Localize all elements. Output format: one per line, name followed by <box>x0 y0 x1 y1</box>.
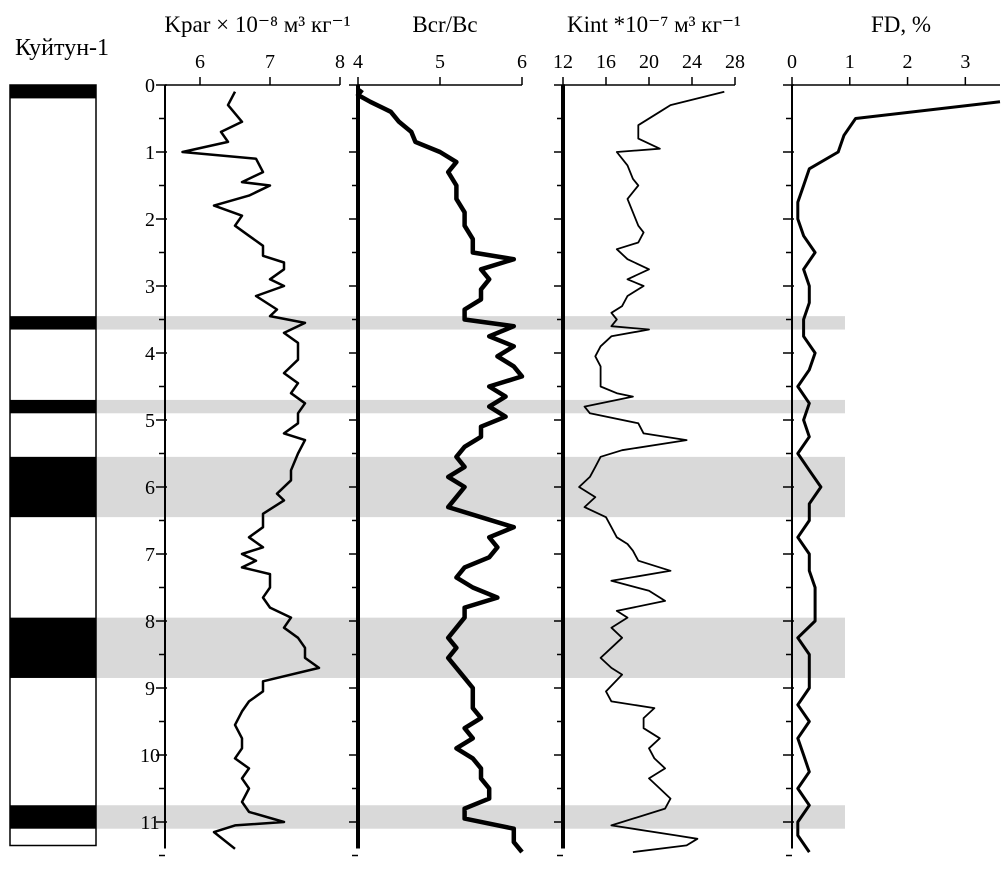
x-tick-label-fd: 3 <box>960 51 970 73</box>
panel-title-kint: Kint *10⁻⁷ м³ кг⁻¹ <box>567 12 741 37</box>
x-tick-label-bcr: 6 <box>517 51 527 73</box>
series-line-kint <box>578 90 725 853</box>
depth-tick-label: 2 <box>145 209 155 231</box>
lithology-dark-layer-3 <box>10 456 96 518</box>
depth-tick-label: 3 <box>145 276 155 298</box>
series-line-fd <box>796 100 1001 853</box>
section-label: Куйтун-1 <box>15 35 109 61</box>
depth-tick-label: 0 <box>145 75 155 97</box>
x-tick-label-bcr: 4 <box>353 51 363 73</box>
x-tick-label-fd: 0 <box>787 51 797 73</box>
lithology-dark-layer-1 <box>10 316 96 330</box>
lithology-dark-layer-0 <box>10 85 96 99</box>
panel-title-kpar: Kpar × 10⁻⁸ м³ кг⁻¹ <box>164 12 350 37</box>
depth-tick-label: 6 <box>145 477 155 499</box>
x-tick-label-fd: 1 <box>845 51 855 73</box>
highlight-band-3 <box>95 617 845 678</box>
lithology-dark-layer-5 <box>10 805 96 829</box>
depth-tick-label: 1 <box>145 142 155 164</box>
x-tick-label-kint: 12 <box>553 51 573 73</box>
panels: Kpar × 10⁻⁸ м³ кг⁻¹ 6 7 8 Bcr/Bc 4 5 6 Kint *10⁻… <box>156 12 1001 857</box>
panel-bcr: Bcr/Bc 4 5 6 <box>349 12 527 857</box>
series-line-kpar <box>181 91 321 850</box>
series-line-bcr <box>355 88 525 854</box>
x-tick-label-fd: 2 <box>903 51 913 73</box>
depth-tick-label: 7 <box>145 544 155 566</box>
x-tick-label-kpar: 6 <box>195 51 205 73</box>
depth-axis: 0 1 2 3 4 5 6 7 8 9 10 11 <box>140 75 160 834</box>
depth-tick-label: 5 <box>145 410 155 432</box>
highlight-band-2 <box>95 456 845 518</box>
x-tick-label-kint: 28 <box>725 51 745 73</box>
depth-tick-label: 10 <box>140 745 160 767</box>
lithology-dark-layer-4 <box>10 617 96 678</box>
x-tick-label-kint: 24 <box>682 51 702 73</box>
depth-tick-label: 9 <box>145 678 155 700</box>
depth-tick-label: 4 <box>145 343 155 365</box>
panel-kpar: Kpar × 10⁻⁸ м³ кг⁻¹ 6 7 8 <box>156 12 351 857</box>
depth-tick-label: 8 <box>145 611 155 633</box>
x-tick-label-kpar: 7 <box>265 51 275 73</box>
highlight-bands <box>95 316 845 829</box>
lithology-column <box>9 84 97 847</box>
x-tick-label-bcr: 5 <box>435 51 445 73</box>
x-tick-label-kint: 16 <box>596 51 616 73</box>
panel-fd: FD, % 0 1 2 3 <box>783 12 1001 857</box>
depth-tick-label: 11 <box>140 812 159 834</box>
panel-kint: Kint *10⁻⁷ м³ кг⁻¹ 12 16 20 24 28 <box>553 12 745 857</box>
panel-title-bcr: Bcr/Bc <box>412 12 477 37</box>
x-tick-label-kint: 20 <box>639 51 659 73</box>
highlight-band-1 <box>95 399 845 414</box>
panel-title-fd: FD, % <box>871 12 931 37</box>
lithology-dark-layer-2 <box>10 399 96 414</box>
x-tick-label-kpar: 8 <box>335 51 345 73</box>
